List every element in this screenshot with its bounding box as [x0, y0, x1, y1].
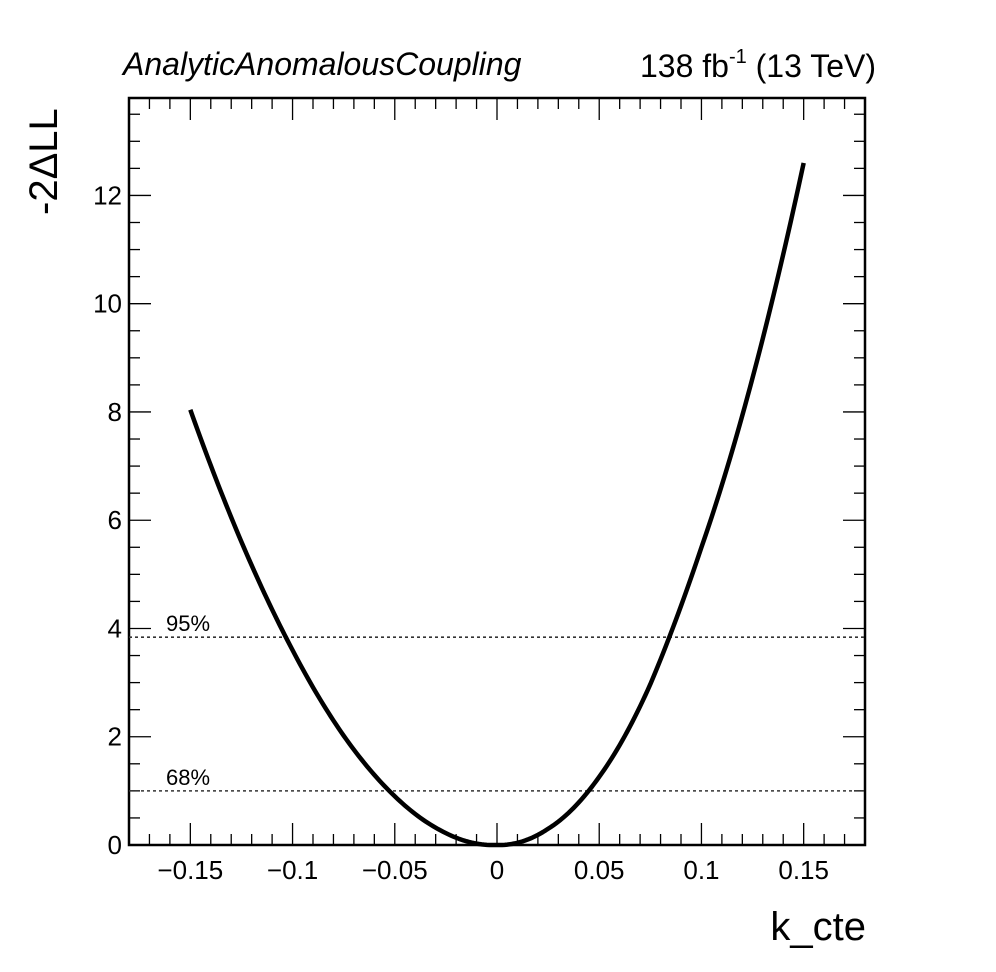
x-tick-label: 0.05: [574, 855, 625, 885]
x-tick-label: 0.1: [683, 855, 719, 885]
x-tick-label: −0.1: [267, 855, 318, 885]
plot-frame: [127, 96, 867, 847]
y-tick-label: 10: [93, 289, 122, 319]
y-tick-label: 12: [93, 180, 122, 210]
analysis-label: AnalyticAnomalousCoupling: [123, 46, 522, 82]
axis-ticks: [128, 98, 866, 846]
y-axis-title: -2ΔLL: [22, 108, 66, 215]
luminosity-label: 138 fb-1 (13 TeV): [640, 46, 876, 85]
y-tick-label: 0: [108, 830, 122, 860]
confidence-level-label: 95%: [166, 611, 211, 637]
reference-lines: [129, 636, 865, 792]
x-axis-title: k_cte: [770, 905, 866, 949]
y-tick-label: 2: [108, 722, 122, 752]
likelihood-curve: [188, 162, 806, 848]
lumi-value: 138 fb: [639, 48, 729, 84]
y-tick-label: 6: [108, 505, 122, 535]
y-tick-label: 8: [108, 397, 122, 427]
confidence-level-label: 68%: [166, 764, 211, 790]
y-tick-label: 4: [108, 613, 122, 643]
x-tick-label: 0.15: [778, 855, 829, 885]
lumi-exponent: -1: [728, 46, 747, 68]
energy-label: (13 TeV): [755, 48, 876, 84]
tick-labels: −0.15 −0.1 −0.05 0 0.05 0.1 0.15 0 2 4 6 8 10 12: [93, 180, 829, 885]
x-tick-label: 0: [490, 855, 504, 885]
x-tick-label: −0.15: [157, 855, 223, 885]
x-tick-label: −0.05: [362, 855, 428, 885]
